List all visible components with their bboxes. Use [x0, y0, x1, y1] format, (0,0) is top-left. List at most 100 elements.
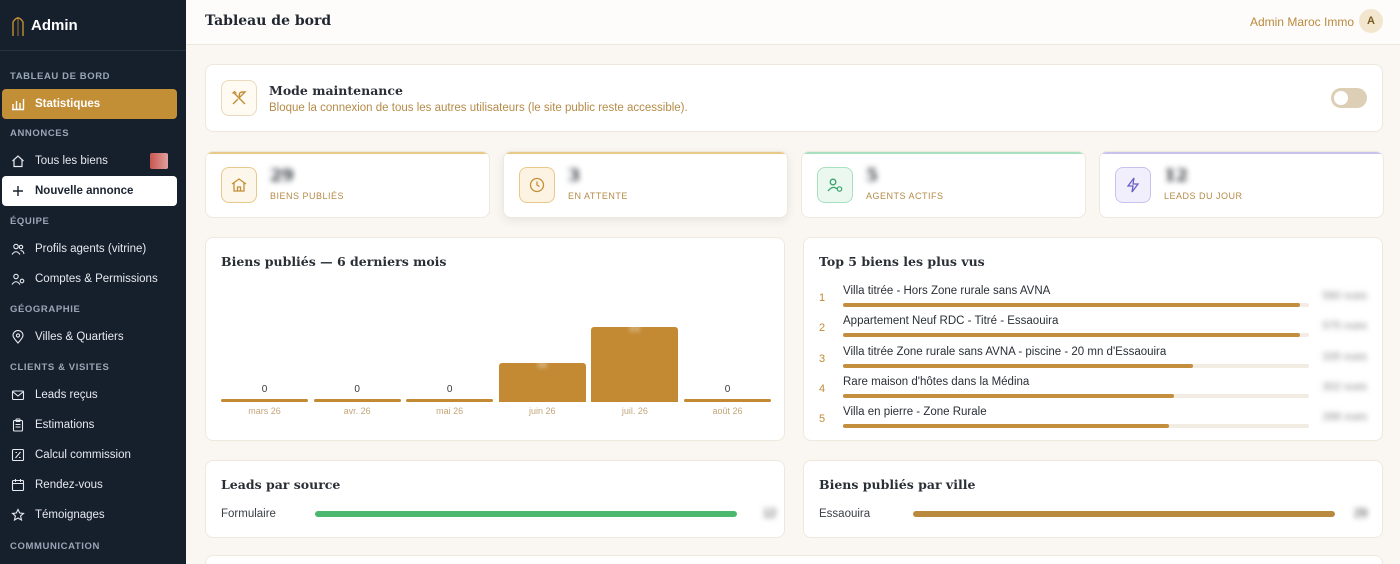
chart-data-label: 0	[724, 384, 731, 395]
sidebar-item-label: Estimations	[35, 419, 95, 431]
section-title-clients: CLIENTS & VISITES	[10, 362, 110, 373]
toggle-knob	[1334, 91, 1348, 105]
stat-accent-line	[504, 152, 787, 154]
top-views-bar	[843, 333, 1300, 338]
section-title-annonces: ANNONCES	[10, 128, 70, 139]
brand[interactable]: Admin	[0, 0, 186, 51]
top-views: 335 vues	[1322, 350, 1367, 363]
bolt-icon	[1115, 167, 1151, 203]
chart-category-label: juin 26	[529, 406, 556, 416]
top-views-track	[843, 424, 1309, 429]
city-title: Biens publiés par ville	[819, 477, 976, 492]
maintenance-toggle[interactable]	[1331, 88, 1367, 108]
stat-value: 29	[270, 166, 294, 186]
top-views-bar	[843, 303, 1300, 307]
star-icon	[11, 508, 25, 522]
top-viewed-row[interactable]: 2 Appartement Neuf RDC - Titré - Essaouir…	[819, 315, 1367, 345]
monthly-chart: 0 mars 26 0 avr. 26 0 mai 26 11 juin 26 21 juil. …	[221, 278, 771, 428]
brand-logo-icon	[12, 17, 24, 36]
chart-bar[interactable]	[498, 363, 586, 402]
city-value: 29	[1354, 506, 1368, 520]
nav-badge	[150, 153, 168, 169]
stat-accent-line	[206, 152, 489, 154]
chart-bar-column: 0	[221, 278, 308, 402]
top-viewed-title: Top 5 biens les plus vus	[819, 254, 985, 269]
top-viewed-card: Top 5 biens les plus vus 1 Villa titrée -…	[803, 237, 1383, 441]
topbar: Tableau de bord Admin Maroc Immo A	[186, 0, 1400, 45]
top-viewed-row[interactable]: 1 Villa titrée - Hors Zone rurale sans AV…	[819, 285, 1367, 315]
top-rank: 5	[819, 413, 826, 426]
page-title: Tableau de bord	[205, 13, 332, 29]
sidebar-item-label: Statistiques	[35, 98, 101, 110]
top-views-track	[843, 333, 1309, 338]
chart-category-label: mai 26	[436, 406, 464, 416]
top-rank: 3	[819, 352, 826, 365]
sidebar: Admin TABLEAU DE BORD Statistiques ANNON…	[0, 0, 186, 564]
top-name: Rare maison d'hôtes dans la Médina	[843, 375, 1030, 388]
bar-chart-icon	[12, 99, 25, 111]
users-cog-icon	[11, 273, 25, 285]
sidebar-item-leads-recus[interactable]: Leads reçus	[2, 380, 177, 410]
user-name[interactable]: Admin Maroc Immo	[1249, 15, 1354, 29]
chart-data-label: 21	[629, 323, 641, 334]
chart-data-label: 0	[446, 384, 453, 395]
stat-label: EN ATTENTE	[568, 191, 628, 201]
clipboard-icon	[12, 418, 24, 432]
top-views: 288 vues	[1322, 411, 1367, 424]
stat-value: 12	[1164, 166, 1188, 186]
tools-icon	[221, 80, 257, 116]
sidebar-item-nouvelle-annonce[interactable]: Nouvelle annonce	[2, 176, 177, 206]
monthly-chart-title: Biens publiés — 6 derniers mois	[221, 254, 447, 269]
chart-data-label: 0	[354, 384, 360, 395]
stat-card: 5 AGENTS ACTIFS	[801, 151, 1086, 218]
home-icon	[12, 155, 24, 168]
sidebar-item-statistiques[interactable]: Statistiques	[2, 89, 177, 119]
sidebar-item-temoignages[interactable]: Témoignages	[2, 500, 177, 530]
stat-label: BIENS PUBLIÉS	[270, 191, 345, 201]
calculator-icon	[11, 448, 25, 462]
sidebar-item-calcul-commission[interactable]: Calcul commission	[2, 440, 177, 470]
top-name: Villa titrée Zone rurale sans AVNA - pis…	[843, 345, 1167, 358]
stat-accent-line	[1100, 152, 1383, 154]
chart-bar-column: 21	[591, 278, 679, 402]
sidebar-item-tous-les-biens[interactable]: Tous les biens	[2, 146, 177, 176]
chart-bar[interactable]	[221, 399, 308, 402]
leads-source-value: 12	[763, 506, 777, 520]
sidebar-item-label: Rendez-vous	[35, 479, 103, 491]
map-pin-icon	[12, 330, 24, 344]
top-viewed-row[interactable]: 4 Rare maison d'hôtes dans la Médina 302 v…	[819, 376, 1367, 406]
sidebar-item-rendez-vous[interactable]: Rendez-vous	[2, 470, 177, 500]
section-title-equipe: ÉQUIPE	[10, 216, 50, 227]
stat-accent-line	[802, 152, 1085, 154]
chart-category-label: août 26	[712, 406, 743, 416]
stat-value: 5	[866, 166, 878, 186]
chart-bar[interactable]	[313, 399, 401, 402]
sidebar-item-label: Tous les biens	[35, 155, 108, 167]
sidebar-item-label: Calcul commission	[35, 449, 131, 461]
mail-icon	[11, 390, 25, 401]
calendar-icon	[11, 479, 25, 492]
chart-bar[interactable]	[406, 399, 494, 402]
chart-category-label: juil. 26	[621, 406, 648, 416]
sidebar-item-label: Profils agents (vitrine)	[35, 243, 147, 255]
user-check-icon	[817, 167, 853, 203]
top-viewed-row[interactable]: 3 Villa titrée Zone rurale sans AVNA - pi…	[819, 346, 1367, 376]
chart-bar[interactable]	[684, 399, 771, 402]
top-viewed-row[interactable]: 5 Villa en pierre - Zone Rurale 288 vues	[819, 406, 1367, 436]
next-card	[205, 555, 1383, 564]
sidebar-item-profils-agents[interactable]: Profils agents (vitrine)	[2, 234, 177, 264]
clock-icon	[519, 167, 555, 203]
avatar[interactable]: A	[1359, 9, 1383, 33]
sidebar-item-comptes-permissions[interactable]: Comptes & Permissions	[2, 264, 177, 294]
chart-bar[interactable]	[591, 327, 679, 402]
chart-data-label: 0	[261, 384, 268, 395]
section-title-dashboard: TABLEAU DE BORD	[10, 71, 111, 82]
sidebar-item-villes-quartiers[interactable]: Villes & Quartiers	[2, 322, 177, 352]
top-views: 575 vues	[1322, 320, 1367, 333]
section-title-communication: COMMUNICATION	[10, 541, 100, 552]
sidebar-item-estimations[interactable]: Estimations	[2, 410, 177, 440]
chart-bar-column: 0	[406, 278, 494, 402]
building-icon	[221, 167, 257, 203]
top-views-bar	[843, 393, 1174, 398]
chart-category-label: avr. 26	[343, 406, 371, 416]
